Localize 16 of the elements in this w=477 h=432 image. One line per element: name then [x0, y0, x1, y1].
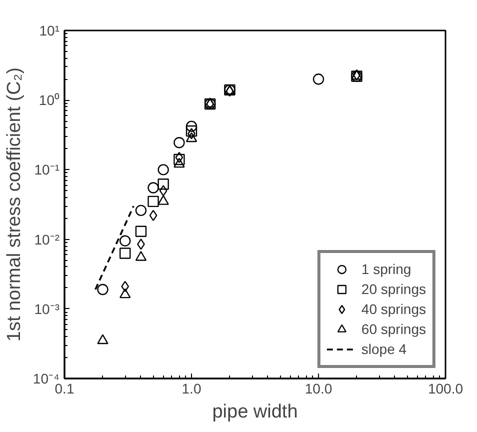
y-tick-label: 10⁻¹: [34, 162, 60, 178]
y-tick-label: 10¹: [39, 22, 60, 38]
x-tick-label: 1.0: [182, 380, 202, 396]
legend-label: 20 springs: [361, 281, 426, 297]
y-tick-label: 10⁻³: [34, 300, 60, 317]
y-tick-label: 10⁻²: [34, 231, 60, 248]
legend-label: 40 springs: [361, 301, 426, 317]
legend-label: slope 4: [361, 341, 407, 357]
y-axis-title: 1st normal stress coefficient (C₂): [4, 67, 25, 342]
x-axis-title: pipe width: [212, 402, 298, 422]
x-tick-label: 100.0: [428, 380, 464, 396]
y-tick-label: 10⁰: [38, 92, 60, 108]
legend-label: 60 springs: [361, 321, 426, 337]
x-tick-label: 0.1: [54, 380, 74, 396]
x-tick-label: 10.0: [304, 380, 332, 396]
legend-label: 1 spring: [361, 261, 412, 277]
